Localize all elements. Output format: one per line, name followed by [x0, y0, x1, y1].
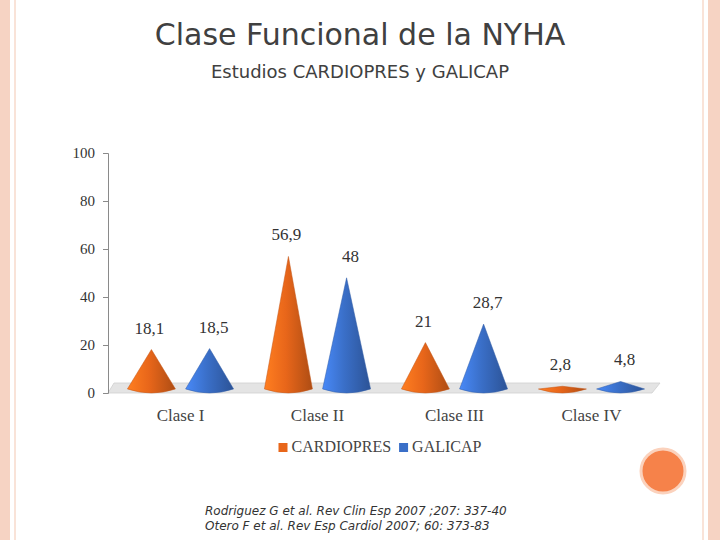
bar — [186, 349, 234, 393]
y-tick: 100 — [73, 145, 109, 161]
y-tick-label: 100 — [73, 145, 96, 161]
data-label: 2,8 — [550, 355, 571, 374]
data-label: 18,5 — [199, 318, 229, 337]
data-label: 48 — [342, 247, 359, 266]
y-tick-label: 40 — [80, 289, 95, 305]
x-axis-line — [113, 397, 661, 398]
x-tick-label: Clase IV — [562, 406, 623, 425]
title: Clase Funcional de la NYHA — [155, 17, 566, 52]
bar — [401, 343, 449, 393]
bar — [597, 381, 645, 393]
x-tick: Clase I — [157, 397, 205, 425]
y-tick: 40 — [80, 289, 108, 305]
y-tick-mark — [103, 297, 108, 298]
y-axis-line — [103, 154, 109, 394]
x-tick-label: Clase II — [291, 406, 345, 425]
bar — [460, 324, 508, 393]
subtitle: Estudios CARDIOPRES y GALICAP — [211, 61, 509, 82]
data-label: 28,7 — [473, 293, 503, 312]
y-tick-label: 20 — [80, 337, 95, 353]
y-tick-mark — [103, 249, 108, 250]
legend-swatch — [399, 443, 408, 452]
y-tick: 20 — [80, 337, 108, 353]
y-tick-label: 60 — [80, 241, 95, 257]
bar — [323, 278, 371, 393]
legend-label: CARDIOPRES — [291, 438, 391, 455]
legend-swatch — [278, 443, 287, 452]
x-tick: Clase III — [425, 397, 484, 425]
x-tick-label: Clase III — [425, 406, 484, 425]
marks — [127, 256, 644, 393]
annotation: Otero F et al. Rev Esp Cardiol 2007; 60:… — [205, 519, 490, 533]
y-tick-label: 0 — [88, 385, 96, 401]
side-band — [0, 0, 10, 540]
side-line — [702, 0, 704, 540]
data-label: 4,8 — [614, 350, 635, 369]
legend: CARDIOPRES GALICAP — [278, 438, 481, 455]
bar — [264, 256, 312, 393]
y-tick: 0 — [88, 385, 109, 401]
annotation: Rodriguez G et al. Rev Clin Esp 2007 ;20… — [205, 504, 507, 518]
y-tick: 60 — [80, 241, 108, 257]
side-band — [708, 0, 720, 540]
data-label: 21 — [415, 312, 432, 331]
data-labels: 18,1 56,9 21 2,8 18,5 48 28,7 4,8 — [135, 225, 636, 374]
legend-label: GALICAP — [412, 438, 481, 455]
y-tick-mark — [103, 393, 108, 394]
bar — [538, 386, 586, 393]
decor-circle — [641, 449, 685, 493]
y-tick: 80 — [80, 193, 108, 209]
legend-item: CARDIOPRES — [278, 438, 391, 455]
side-line — [14, 0, 16, 540]
y-tick-label: 80 — [80, 193, 95, 209]
x-tick: Clase II — [291, 397, 345, 425]
y-tick-mark — [103, 201, 108, 202]
data-label: 56,9 — [272, 225, 302, 244]
y-tick-mark — [103, 345, 108, 346]
data-label: 18,1 — [135, 319, 165, 338]
bar — [127, 350, 175, 393]
x-tick-label: Clase I — [157, 406, 205, 425]
y-tick-mark — [103, 153, 108, 154]
x-tick: Clase IV — [562, 397, 623, 425]
x-axis: Clase I Clase II Clase III Clase IV — [113, 397, 661, 425]
y-axis: 0 20 40 60 80 100 — [73, 145, 109, 401]
legend-item: GALICAP — [399, 438, 481, 455]
chart-svg: Clase Funcional de la NYHA Estudios CARDI… — [0, 0, 720, 540]
